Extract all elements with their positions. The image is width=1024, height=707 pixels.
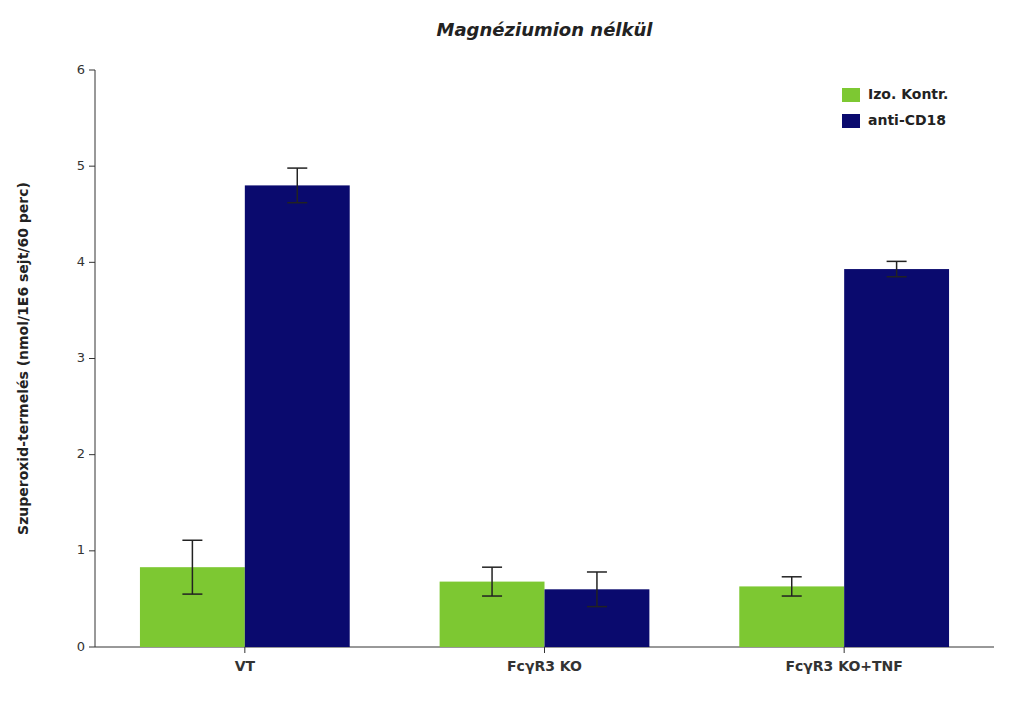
error-bar bbox=[887, 261, 907, 276]
y-tick-label: 5 bbox=[77, 158, 85, 173]
chart-container: 0 1 2 3 4 5 6 Szuperoxid-termelés (nmol/1E6 sej… bbox=[0, 0, 1024, 707]
x-axis: VT FcγR3 KO FcγR3 KO+TNF bbox=[95, 647, 994, 674]
legend-label: anti-CD18 bbox=[868, 112, 946, 128]
title: Magnéziumion nélkül bbox=[437, 19, 654, 40]
x-tick bbox=[544, 647, 545, 653]
x-tick-label: FcγR3 KO+TNF bbox=[785, 658, 902, 674]
y-tick-label: 1 bbox=[77, 542, 85, 557]
error-cap bbox=[182, 540, 202, 542]
error-line bbox=[297, 168, 299, 203]
error-cap bbox=[287, 167, 307, 169]
error-line bbox=[491, 567, 493, 596]
x-tick-label: FcγR3 KO bbox=[507, 658, 582, 674]
error-line bbox=[192, 540, 194, 594]
y-axis: 0 1 2 3 4 5 6 bbox=[77, 62, 95, 654]
x-tick bbox=[244, 647, 245, 653]
error-cap bbox=[182, 593, 202, 595]
error-cap bbox=[482, 595, 502, 597]
legend: Izo. Kontr. anti-CD18 bbox=[842, 86, 948, 128]
y-tick bbox=[89, 647, 95, 648]
error-bar bbox=[482, 567, 502, 596]
error-cap bbox=[482, 566, 502, 568]
y-tick-label: 2 bbox=[77, 446, 85, 461]
y-tick-label: 3 bbox=[77, 350, 85, 365]
background bbox=[0, 0, 1024, 707]
bar bbox=[245, 185, 350, 647]
error-bar bbox=[182, 540, 202, 594]
x-tick-label: VT bbox=[235, 658, 256, 674]
y-tick bbox=[89, 262, 95, 263]
error-cap bbox=[887, 276, 907, 278]
error-line bbox=[896, 261, 898, 276]
bars bbox=[140, 168, 949, 647]
y-axis-label: Szuperoxid-termelés (nmol/1E6 sejt/60 pe… bbox=[15, 182, 31, 535]
error-line bbox=[596, 572, 598, 607]
error-bar bbox=[587, 572, 607, 607]
chart-svg: 0 1 2 3 4 5 6 Szuperoxid-termelés (nmol/1E6 sej… bbox=[0, 0, 1024, 707]
error-cap bbox=[782, 595, 802, 597]
error-bar bbox=[782, 577, 802, 596]
error-cap bbox=[587, 571, 607, 573]
legend-swatch bbox=[842, 114, 860, 128]
error-bar bbox=[287, 168, 307, 203]
error-cap bbox=[782, 576, 802, 578]
y-tick-label: 6 bbox=[77, 62, 85, 77]
y-tick bbox=[89, 358, 95, 359]
y-tick bbox=[89, 550, 95, 551]
y-tick-label: 4 bbox=[77, 254, 85, 269]
y-tick bbox=[89, 70, 95, 71]
y-tick-label: 0 bbox=[77, 639, 85, 654]
error-cap bbox=[287, 202, 307, 204]
legend-label: Izo. Kontr. bbox=[868, 86, 948, 102]
error-line bbox=[791, 577, 793, 596]
y-tick bbox=[89, 454, 95, 455]
y-tick bbox=[89, 166, 95, 167]
error-cap bbox=[887, 261, 907, 263]
bar bbox=[739, 586, 844, 647]
x-tick bbox=[844, 647, 845, 653]
error-cap bbox=[587, 606, 607, 608]
legend-swatch bbox=[842, 88, 860, 102]
bar bbox=[844, 269, 949, 647]
